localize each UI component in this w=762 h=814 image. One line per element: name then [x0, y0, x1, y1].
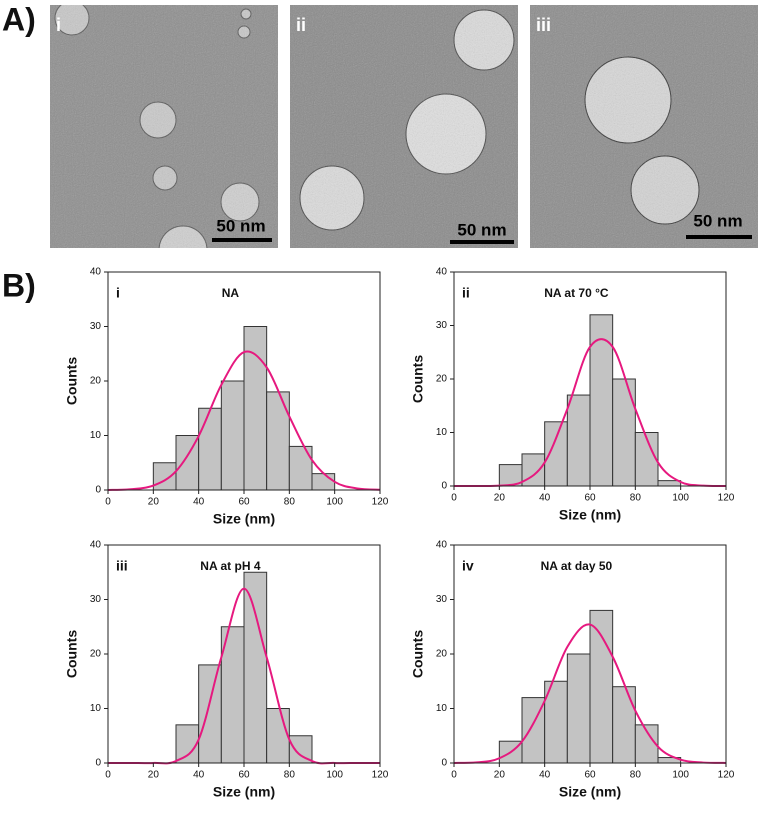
- y-tick-label: 40: [436, 267, 448, 278]
- bar: [589, 609, 614, 764]
- bar: [544, 421, 568, 487]
- x-tick-label: 100: [326, 497, 343, 508]
- bar: [566, 394, 591, 487]
- x-tick-label: 80: [284, 497, 296, 508]
- x-axis-label: Size (nm): [213, 511, 275, 527]
- x-tick-label: 80: [630, 770, 642, 781]
- y-tick-label: 40: [90, 267, 102, 278]
- y-tick-label: 30: [90, 321, 102, 332]
- x-tick-label: 80: [284, 770, 296, 781]
- scale-bar-label: 50 nm: [457, 220, 506, 239]
- x-tick-label: 20: [494, 770, 506, 781]
- bar: [198, 407, 222, 491]
- scale-bar: [450, 240, 514, 244]
- y-axis-label: Counts: [64, 357, 80, 405]
- x-tick-label: 120: [372, 770, 389, 781]
- x-tick-label: 60: [238, 770, 250, 781]
- chart-title: NA: [222, 286, 240, 300]
- panel-label: B): [2, 267, 36, 303]
- y-tick-label: 10: [90, 703, 102, 714]
- x-tick-label: 100: [326, 770, 343, 781]
- bar: [657, 480, 682, 487]
- y-tick-label: 10: [90, 430, 102, 441]
- panel-label: ii: [462, 285, 470, 301]
- scale-bar: [686, 235, 752, 239]
- chart-title: NA at 70 °C: [544, 286, 609, 300]
- x-tick-label: 40: [193, 770, 205, 781]
- y-tick-label: 30: [436, 594, 448, 605]
- y-tick-label: 10: [436, 427, 448, 438]
- bar: [612, 378, 636, 487]
- x-tick-label: 100: [672, 493, 689, 504]
- bar: [311, 473, 336, 491]
- y-tick-label: 0: [441, 758, 447, 769]
- bar: [152, 462, 177, 491]
- x-tick-label: 0: [451, 493, 457, 504]
- y-tick-label: 40: [436, 540, 448, 551]
- x-tick-label: 20: [148, 497, 160, 508]
- bar: [198, 664, 222, 764]
- x-tick-label: 0: [105, 770, 111, 781]
- image-label: i: [56, 15, 61, 35]
- y-axis-label: Counts: [410, 630, 426, 678]
- y-tick-label: 0: [441, 481, 447, 492]
- image-label: ii: [296, 15, 306, 35]
- x-tick-label: 0: [451, 770, 457, 781]
- x-tick-label: 60: [584, 770, 596, 781]
- bar: [266, 708, 290, 764]
- panel-label: iii: [116, 558, 128, 574]
- tem-image: [290, 5, 518, 248]
- x-tick-label: 20: [494, 493, 506, 504]
- tem-image: [50, 5, 278, 248]
- bar: [589, 314, 614, 487]
- y-tick-label: 30: [436, 320, 448, 331]
- x-tick-label: 100: [672, 770, 689, 781]
- bar: [220, 380, 245, 491]
- bar: [175, 724, 200, 764]
- y-tick-label: 40: [90, 540, 102, 551]
- scale-bar-label: 50 nm: [693, 211, 742, 230]
- bar: [566, 653, 591, 764]
- x-tick-label: 120: [372, 497, 389, 508]
- y-axis-label: Counts: [410, 355, 426, 403]
- fit-curve: [107, 350, 381, 491]
- x-tick-label: 40: [193, 497, 205, 508]
- image-label: iii: [536, 15, 551, 35]
- x-tick-label: 120: [718, 493, 735, 504]
- y-tick-label: 20: [436, 374, 448, 385]
- y-tick-label: 20: [436, 649, 448, 660]
- scale-bar-label: 50 nm: [216, 216, 265, 235]
- y-tick-label: 0: [95, 485, 101, 496]
- x-tick-label: 0: [105, 497, 111, 508]
- x-tick-label: 120: [718, 770, 735, 781]
- chart-title: NA at day 50: [541, 559, 613, 573]
- y-tick-label: 30: [90, 594, 102, 605]
- tem-image: [530, 5, 758, 248]
- x-axis-label: Size (nm): [559, 507, 621, 523]
- x-tick-label: 80: [630, 493, 642, 504]
- y-tick-label: 0: [95, 758, 101, 769]
- panel-label: iv: [462, 558, 474, 574]
- bar: [612, 686, 636, 764]
- x-tick-label: 60: [238, 497, 250, 508]
- x-tick-label: 40: [539, 493, 551, 504]
- y-tick-label: 10: [436, 703, 448, 714]
- x-axis-label: Size (nm): [213, 784, 275, 800]
- y-axis-label: Counts: [64, 630, 80, 678]
- x-tick-label: 60: [584, 493, 596, 504]
- bar: [243, 571, 268, 764]
- x-tick-label: 40: [539, 770, 551, 781]
- x-tick-label: 20: [148, 770, 160, 781]
- x-axis-label: Size (nm): [559, 784, 621, 800]
- scale-bar: [212, 238, 272, 242]
- y-tick-label: 20: [90, 649, 102, 660]
- y-tick-label: 20: [90, 376, 102, 387]
- panel-label: A): [2, 1, 36, 37]
- fit-curve: [453, 623, 727, 764]
- panel-label: i: [116, 285, 120, 301]
- chart-title: NA at pH 4: [200, 559, 261, 573]
